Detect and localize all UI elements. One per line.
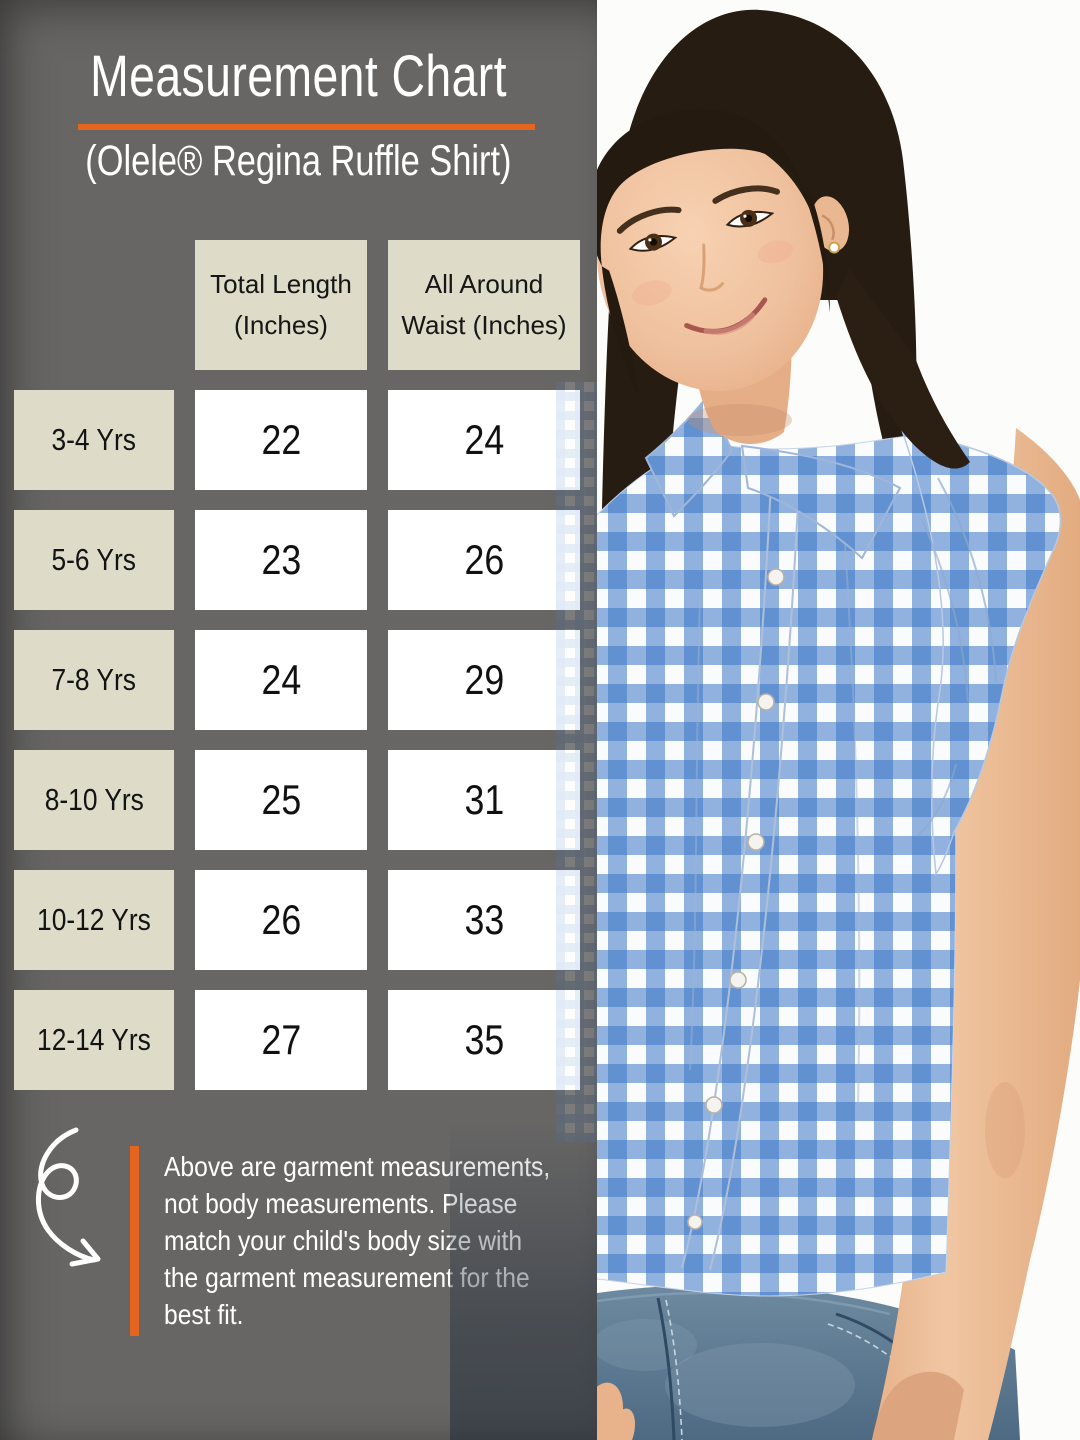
page-title: Measurement Chart <box>0 46 597 108</box>
table-cell-length: 25 <box>195 750 367 850</box>
row-header-age: 3-4 Yrs <box>14 390 174 490</box>
page-title-text: Measurement Chart <box>90 44 507 109</box>
row-header-age: 10-12 Yrs <box>14 870 174 970</box>
title-underline <box>78 124 535 130</box>
note-line: best fit. <box>164 1299 244 1330</box>
table-cell-length: 27 <box>195 990 367 1090</box>
table-cell-length: 22 <box>195 390 367 490</box>
page-subtitle-text: (Olele® Regina Ruffle Shirt) <box>85 137 512 185</box>
table-cell-length: 26 <box>195 870 367 970</box>
note-accent-bar <box>130 1146 139 1336</box>
girl-in-gingham-shirt-illustration <box>597 0 1080 1440</box>
row-header-age: 5-6 Yrs <box>14 510 174 610</box>
table-cell-length: 23 <box>195 510 367 610</box>
table-cell-waist: 26 <box>388 510 580 610</box>
row-header-age: 12-14 Yrs <box>14 990 174 1090</box>
table-cell-waist: 29 <box>388 630 580 730</box>
overlay-seethrough-shirt <box>556 382 597 1142</box>
table-cell-length: 24 <box>195 630 367 730</box>
table-cell-waist: 31 <box>388 750 580 850</box>
row-header-age: 8-10 Yrs <box>14 750 174 850</box>
table-cell-waist: 24 <box>388 390 580 490</box>
overlay-seethrough-jeans <box>450 1120 597 1440</box>
curved-arrow-icon <box>22 1124 118 1270</box>
table-cell-waist: 33 <box>388 870 580 970</box>
column-header-waist: All Around Waist (Inches) <box>388 240 580 370</box>
table-cell-waist: 35 <box>388 990 580 1090</box>
page-subtitle: (Olele® Regina Ruffle Shirt) <box>0 136 597 186</box>
row-header-age: 7-8 Yrs <box>14 630 174 730</box>
product-photo <box>597 0 1080 1440</box>
column-header-total-length: Total Length (Inches) <box>195 240 367 370</box>
measurement-table: Total Length (Inches) All Around Waist (… <box>14 240 580 1090</box>
